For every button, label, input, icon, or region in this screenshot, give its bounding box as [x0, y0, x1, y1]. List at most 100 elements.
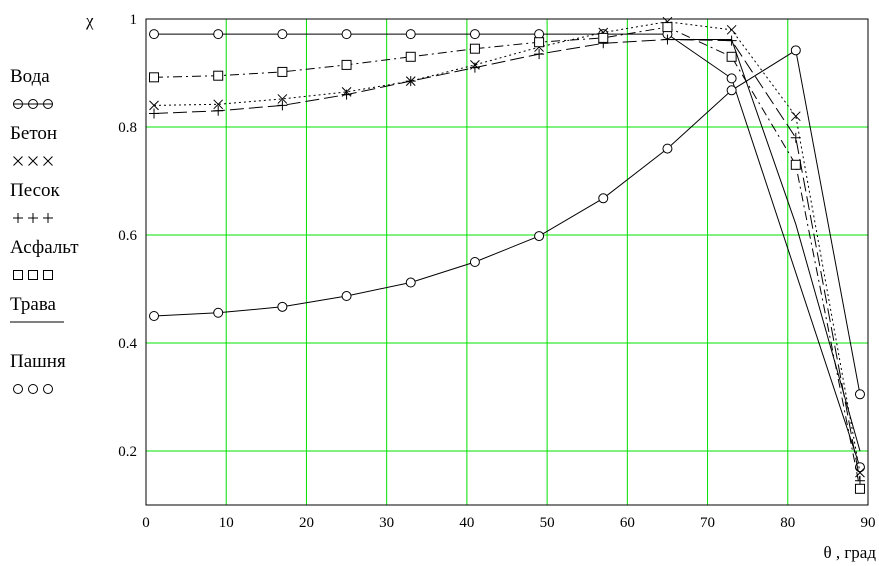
series-line	[153, 26, 861, 489]
data-point	[405, 277, 416, 288]
legend-label: Асфальт	[10, 237, 79, 258]
series-4	[149, 22, 865, 494]
legend-marker	[13, 156, 53, 166]
data-point	[534, 231, 545, 242]
data-point	[726, 51, 737, 62]
data-point	[790, 45, 801, 56]
data-point	[43, 384, 53, 394]
x-tick-label: 20	[299, 515, 314, 531]
data-point	[13, 156, 23, 166]
data-point	[790, 159, 801, 170]
data-point	[405, 51, 416, 62]
data-point	[341, 29, 352, 40]
x-tick-label: 80	[780, 515, 795, 531]
data-point	[13, 270, 23, 280]
data-point	[341, 89, 352, 100]
series-layer	[149, 16, 865, 494]
x-tick-label: 60	[620, 515, 635, 531]
plot-frame	[145, 18, 869, 506]
data-point	[213, 307, 224, 318]
data-point	[662, 143, 673, 154]
data-point	[469, 62, 480, 73]
legend-label: Пашня	[10, 351, 66, 372]
data-point	[341, 59, 352, 70]
data-point	[277, 100, 288, 111]
data-point	[341, 291, 352, 302]
data-point	[726, 73, 737, 84]
data-point	[405, 29, 416, 40]
series-5	[667, 39, 861, 452]
legend: Вода Бетон Песок Асфальт Трава Пашня	[10, 66, 79, 394]
y-tick-label: 0.8	[118, 120, 137, 136]
data-point	[469, 29, 480, 40]
data-point	[854, 389, 865, 400]
data-point	[13, 384, 23, 394]
tick-labels: 0 10 20 30 40 50 60 70 80 90 0.2 0.4 0.6 0.8 1	[118, 12, 875, 531]
data-point	[277, 29, 288, 40]
data-point	[534, 37, 545, 48]
data-point	[405, 76, 416, 87]
legend-label: Песок	[10, 180, 61, 201]
y-tick-label: 1	[130, 12, 138, 28]
x-tick-label: 0	[142, 515, 150, 531]
data-point	[43, 213, 53, 223]
series-line	[154, 33, 861, 468]
data-point	[213, 105, 224, 116]
data-point	[854, 483, 865, 494]
legend-label: Трава	[10, 294, 57, 315]
x-tick-label: 40	[459, 515, 474, 531]
legend-label: Вода	[10, 66, 50, 87]
data-point	[277, 94, 288, 104]
x-tick-label: 70	[700, 515, 715, 531]
legend-marker	[13, 99, 53, 109]
legend-marker	[13, 213, 53, 223]
data-point	[149, 108, 160, 119]
data-point	[28, 213, 38, 223]
data-point	[534, 49, 545, 60]
legend-label: Бетон	[10, 123, 57, 144]
data-point	[28, 270, 38, 280]
data-point	[13, 213, 23, 223]
series-line	[153, 21, 861, 473]
data-point	[149, 72, 160, 83]
series-3	[149, 34, 865, 486]
series-line	[153, 49, 861, 395]
data-point	[726, 24, 737, 35]
x-tick-label: 10	[219, 515, 234, 531]
data-point	[469, 257, 480, 267]
data-point	[277, 301, 288, 312]
legend-marker	[13, 384, 53, 394]
data-point	[213, 29, 224, 40]
data-point	[277, 66, 288, 77]
series-line	[153, 38, 861, 481]
y-tick-label: 0.2	[118, 444, 137, 460]
data-point	[213, 70, 224, 81]
grid	[146, 19, 868, 505]
x-tick-label: 50	[540, 515, 555, 531]
data-point	[149, 311, 160, 321]
series-6	[149, 45, 865, 400]
data-point	[149, 100, 159, 111]
data-point	[790, 132, 801, 143]
data-point	[598, 32, 609, 43]
y-tick-label: 0.6	[118, 228, 137, 244]
y-tick-label: 0.4	[118, 336, 137, 352]
data-point	[469, 43, 480, 54]
series-2	[149, 16, 865, 478]
legend-marker	[13, 270, 53, 280]
data-point	[43, 270, 53, 280]
data-point	[43, 156, 53, 166]
data-point	[213, 99, 224, 110]
data-point	[28, 384, 38, 394]
x-tick-label: 30	[379, 515, 394, 531]
data-point	[149, 29, 160, 40]
series-1	[149, 29, 865, 473]
data-point	[790, 111, 801, 122]
data-point	[28, 156, 38, 166]
y-axis-label: χ	[85, 11, 94, 30]
x-tick-label: 90	[861, 515, 876, 531]
data-point	[598, 193, 609, 204]
data-point	[726, 85, 737, 96]
series-line	[667, 39, 861, 452]
